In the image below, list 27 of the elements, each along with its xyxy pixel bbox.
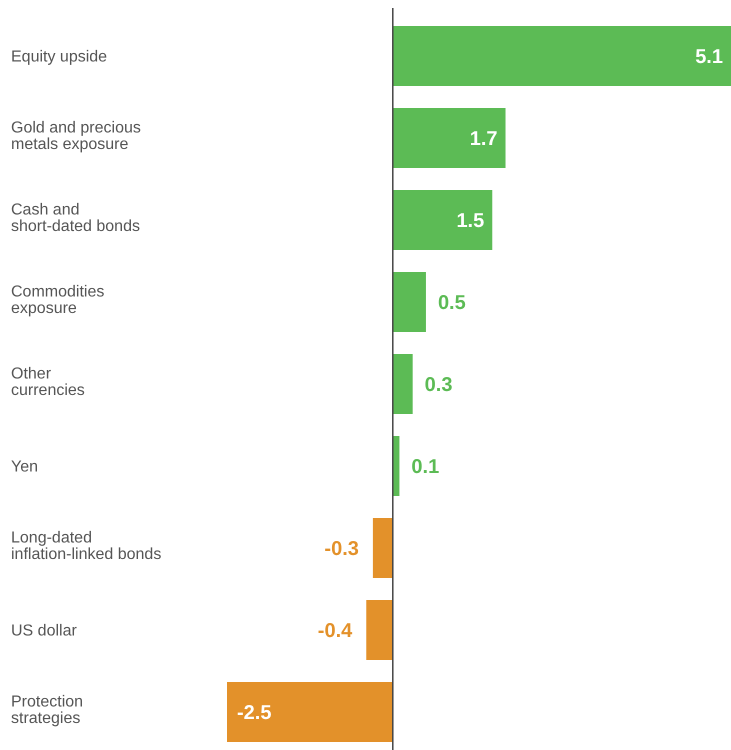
data-label: 1.7 — [470, 128, 498, 150]
data-label: 5.1 — [695, 46, 723, 68]
y-tick-label: Gold and precious metals exposure — [11, 120, 141, 153]
data-label: 0.3 — [424, 374, 452, 396]
y-tick-label: Cash and short-dated bonds — [11, 202, 140, 235]
bar — [392, 108, 506, 168]
bar — [227, 682, 393, 742]
bar — [392, 190, 492, 250]
bar — [392, 436, 400, 496]
bar — [392, 26, 731, 86]
y-tick-label: Other currencies — [11, 366, 85, 399]
bar — [366, 600, 393, 660]
y-tick-label: Equity upside — [11, 48, 108, 66]
data-label: 1.5 — [456, 210, 484, 232]
bar — [392, 272, 426, 332]
data-label: -0.4 — [318, 620, 354, 642]
y-tick-label: Commodities exposure — [11, 284, 104, 317]
y-tick-label: Protection strategies — [11, 694, 84, 727]
bar — [372, 518, 393, 578]
data-label: -0.3 — [324, 538, 359, 560]
bar — [392, 354, 413, 414]
data-label: 0.5 — [438, 292, 466, 314]
data-label: -2.5 — [237, 702, 272, 724]
data-label: 0.1 — [411, 456, 440, 478]
y-tick-label: Long-dated inflation-linked bonds — [11, 530, 162, 563]
y-tick-label: US dollar — [11, 622, 78, 640]
y-tick-label: Yen — [11, 458, 38, 476]
